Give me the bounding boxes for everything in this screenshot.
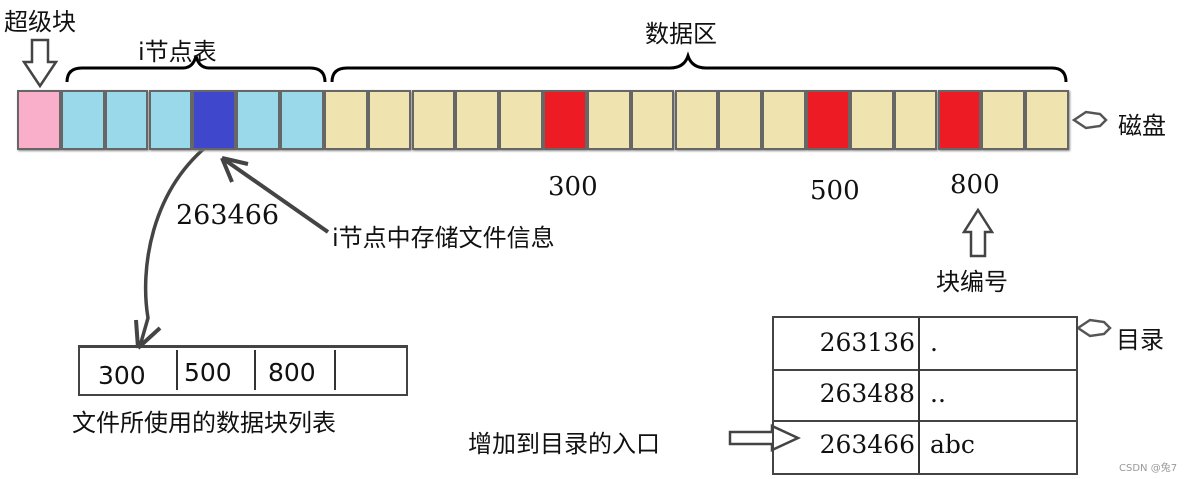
disk-block-data	[630, 90, 675, 150]
disk-block-data	[586, 90, 631, 150]
block-number-800: 800	[950, 170, 1000, 200]
superblock-down-arrow-icon	[21, 38, 59, 89]
disk-block-data	[1025, 90, 1069, 150]
directory-inode: 263136	[819, 328, 915, 357]
directory-inode: 263466	[819, 430, 915, 459]
disk-block-inode	[280, 90, 324, 150]
disk-block-data-used	[543, 90, 587, 150]
block-number-caption: 块编号	[936, 268, 1008, 296]
disk-block-data	[674, 90, 719, 150]
disk-block-data-used	[806, 90, 850, 150]
block-list-caption: 文件所使用的数据块列表	[72, 409, 336, 437]
block-number-up-arrow-icon	[961, 207, 995, 258]
disk-block-data	[893, 90, 938, 150]
disk-block-inode	[60, 90, 105, 150]
directory-name: abc	[930, 430, 975, 459]
disk-block-data-used	[937, 90, 982, 150]
disk-block-super	[17, 90, 61, 150]
disk-block-data	[981, 90, 1026, 150]
directory-inode: 263488	[819, 379, 915, 408]
data-area-label: 数据区	[645, 20, 717, 48]
disk-block-inode	[148, 90, 193, 150]
disk-block-data	[455, 90, 500, 150]
directory-row: 263136 .	[774, 318, 1076, 371]
inode-info-arrow	[220, 156, 330, 234]
disk-block-data	[849, 90, 894, 150]
disk-block-data	[499, 90, 543, 150]
disk-pointer-arrow-icon	[1071, 110, 1108, 130]
directory-row: 263466 abc	[774, 420, 1076, 471]
superblock-label: 超级块	[4, 8, 76, 36]
directory-pointer-arrow-icon	[1075, 318, 1112, 338]
disk-block-data	[367, 90, 412, 150]
directory-name: .	[930, 328, 938, 357]
disk-block-inode	[104, 90, 149, 150]
directory-table: 263136 . 263488 .. 263466 abc	[772, 316, 1078, 475]
inode-table-label: i节点表	[138, 38, 217, 66]
data-area-brace	[330, 51, 1068, 83]
block-number-500: 500	[810, 176, 860, 206]
disk-block-data	[718, 90, 763, 150]
inode-number: 263466	[176, 200, 280, 231]
disk-block-data	[323, 90, 368, 150]
disk-block-inode	[236, 90, 280, 150]
disk-block-data	[411, 90, 456, 150]
disk-blocks	[17, 90, 1069, 150]
directory-name: ..	[930, 379, 946, 408]
inode-table-brace	[65, 55, 327, 83]
block-list: 300 500 800	[78, 345, 408, 396]
block-list-cell: 800	[268, 358, 316, 387]
disk-block-inode-active	[192, 90, 237, 150]
block-list-curved-arrow	[138, 140, 214, 347]
block-list-cell: 300	[98, 361, 146, 390]
watermark: CSDN @兔7	[1119, 463, 1178, 474]
block-list-cell: 500	[184, 358, 232, 387]
add-entry-label: 增加到目录的入口	[468, 430, 660, 458]
directory-row: 263488 ..	[774, 369, 1076, 422]
disk-block-data	[762, 90, 806, 150]
directory-label: 目录	[1116, 326, 1164, 354]
inode-info-label: i节点中存储文件信息	[332, 224, 555, 252]
disk-label: 磁盘	[1118, 112, 1166, 140]
block-number-300: 300	[548, 172, 598, 202]
